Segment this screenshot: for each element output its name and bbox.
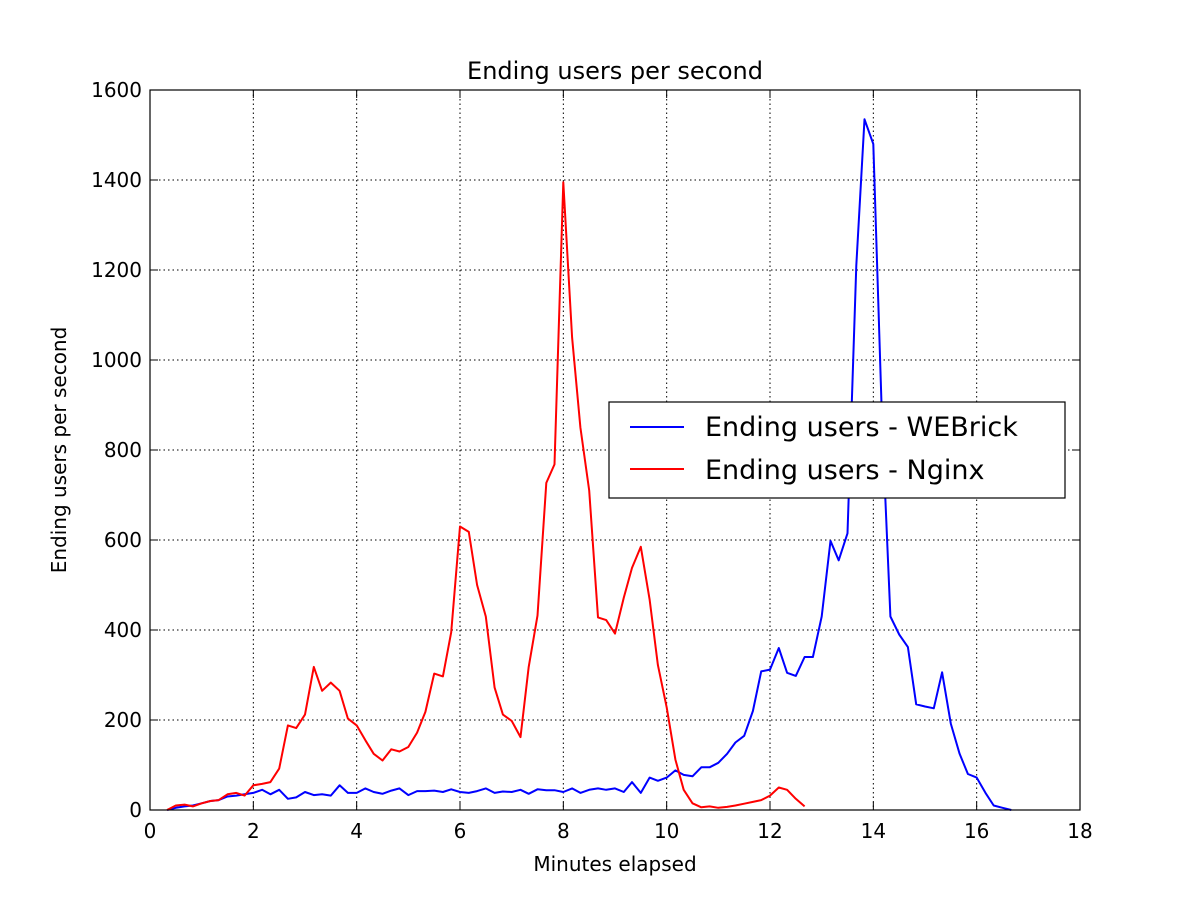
x-tick-label: 18	[1067, 819, 1092, 843]
x-tick-label: 10	[654, 819, 679, 843]
legend-box	[608, 401, 1066, 499]
x-tick-label: 6	[454, 819, 467, 843]
x-tick-label: 14	[861, 819, 886, 843]
legend-label-webrick: Ending users - WEBrick	[705, 412, 1018, 443]
grid-lines	[150, 90, 1080, 810]
y-tick-label: 200	[104, 708, 142, 732]
y-tick-label: 600	[104, 528, 142, 552]
x-tick-label: 12	[757, 819, 782, 843]
x-tick-label: 8	[557, 819, 570, 843]
series-lines	[166, 118, 1012, 811]
series-line-nginx	[166, 181, 806, 811]
y-tick-label: 400	[104, 618, 142, 642]
x-tick-label: 16	[964, 819, 989, 843]
legend-label-nginx: Ending users - Nginx	[705, 455, 984, 486]
axis-ticks: 0 2 4 6 8 10 12 14 16 18 0 200 400 600 800 1000 1200 1400…	[91, 78, 1093, 843]
x-axis-title: Minutes elapsed	[533, 852, 696, 876]
x-tick-label: 0	[144, 819, 157, 843]
series-line-webrick	[166, 118, 1012, 811]
legend: Ending users - WEBrick Ending users - Ng…	[608, 401, 1066, 499]
y-tick-label: 800	[104, 438, 142, 462]
y-axis-title: Ending users per second	[47, 327, 71, 574]
x-tick-label: 2	[247, 819, 260, 843]
y-tick-label: 0	[129, 798, 142, 822]
y-tick-label: 1200	[91, 258, 142, 282]
y-tick-label: 1400	[91, 168, 142, 192]
y-tick-label: 1600	[91, 78, 142, 102]
chart-title: Ending users per second	[467, 57, 763, 85]
y-tick-label: 1000	[91, 348, 142, 372]
x-tick-label: 4	[350, 819, 363, 843]
